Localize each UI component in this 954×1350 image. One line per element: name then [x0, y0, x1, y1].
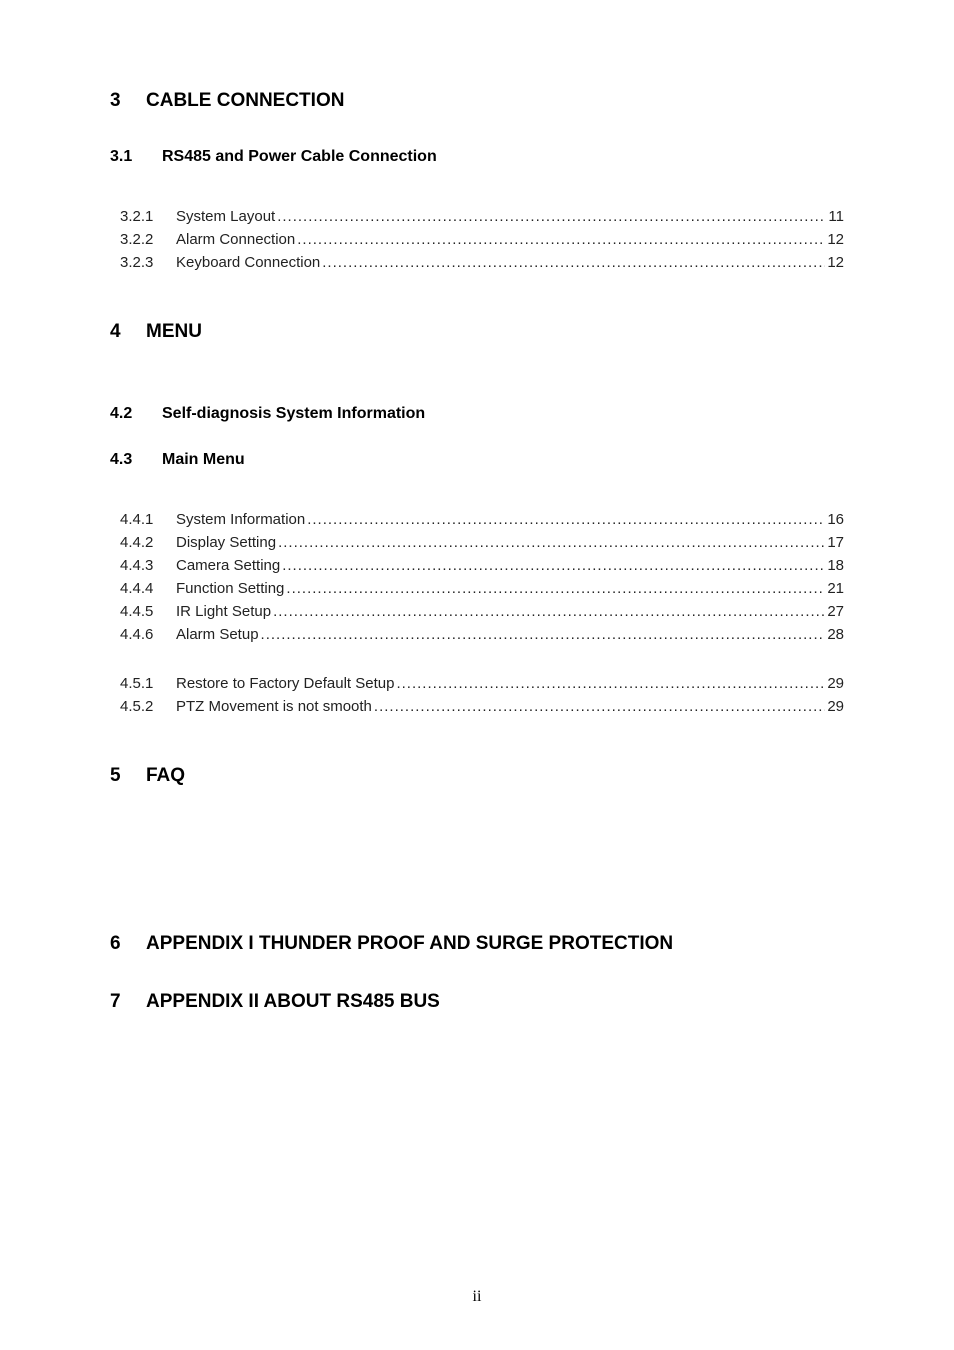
heading-4-2-title: Self-diagnosis System Information — [162, 405, 425, 423]
page-container: 3 CABLE CONNECTION 3.1 RS485 and Power C… — [0, 0, 954, 1350]
toc-entry: 4.4.1System Information 16 — [110, 511, 844, 528]
toc-entry-page: 12 — [825, 231, 844, 248]
toc-leader-dots — [278, 534, 825, 551]
spacer — [110, 194, 844, 208]
heading-3-num: 3 — [110, 90, 146, 112]
toc-leader-dots — [297, 231, 825, 248]
toc-entry-page: 27 — [825, 603, 844, 620]
toc-entry-title: IR Light Setup — [176, 603, 273, 620]
heading-6-num: 6 — [110, 933, 146, 955]
toc-entry-num: 4.4.4 — [110, 580, 176, 597]
heading-4-3-title: Main Menu — [162, 451, 245, 469]
toc-group-3-2: 3.2.1System Layout 11 3.2.2Alarm Connectio… — [110, 208, 844, 271]
toc-entry-page: 16 — [825, 511, 844, 528]
toc-entry-title: Restore to Factory Default Setup — [176, 675, 396, 692]
page-number-footer: ii — [0, 1288, 954, 1306]
heading-7-num: 7 — [110, 991, 146, 1013]
toc-entry-num: 4.5.2 — [110, 698, 176, 715]
heading-3-title: CABLE CONNECTION — [146, 90, 344, 112]
toc-entry-num: 3.2.2 — [110, 231, 176, 248]
spacer — [110, 721, 844, 765]
toc-leader-dots — [307, 511, 825, 528]
heading-7: 7 APPENDIX II ABOUT RS485 BUS — [110, 991, 844, 1013]
heading-6: 6 APPENDIX I THUNDER PROOF AND SURGE PRO… — [110, 933, 844, 955]
spacer — [110, 379, 844, 405]
toc-entry-title: Alarm Setup — [176, 626, 261, 643]
toc-leader-dots — [261, 626, 826, 643]
spacer — [110, 497, 844, 511]
toc-leader-dots — [273, 603, 825, 620]
heading-3-1: 3.1 RS485 and Power Cable Connection — [110, 148, 844, 166]
heading-4-2-num: 4.2 — [110, 405, 162, 423]
toc-entry-title: System Layout — [176, 208, 277, 225]
heading-4-3: 4.3 Main Menu — [110, 451, 844, 469]
heading-4-title: MENU — [146, 321, 202, 343]
heading-4: 4 MENU — [110, 321, 844, 343]
spacer — [110, 277, 844, 321]
spacer — [110, 649, 844, 675]
toc-entry-title: Keyboard Connection — [176, 254, 322, 271]
toc-entry-page: 18 — [825, 557, 844, 574]
toc-entry-num: 3.2.1 — [110, 208, 176, 225]
toc-entry-num: 4.4.5 — [110, 603, 176, 620]
toc-entry-num: 4.5.1 — [110, 675, 176, 692]
toc-leader-dots — [277, 208, 826, 225]
toc-entry-title: PTZ Movement is not smooth — [176, 698, 374, 715]
heading-6-title: APPENDIX I THUNDER PROOF AND SURGE PROTE… — [146, 933, 673, 955]
toc-entry-num: 4.4.1 — [110, 511, 176, 528]
toc-entry-title: Camera Setting — [176, 557, 282, 574]
toc-leader-dots — [322, 254, 825, 271]
toc-entry-page: 28 — [825, 626, 844, 643]
heading-3: 3 CABLE CONNECTION — [110, 90, 844, 112]
toc-entry-num: 4.4.2 — [110, 534, 176, 551]
toc-entry: 4.4.2Display Setting 17 — [110, 534, 844, 551]
page-number: ii — [473, 1288, 482, 1305]
toc-group-4-4: 4.4.1System Information 16 4.4.2Display Se… — [110, 511, 844, 643]
heading-5: 5 FAQ — [110, 765, 844, 787]
toc-entry: 4.5.1Restore to Factory Default Setup 29 — [110, 675, 844, 692]
toc-entry: 4.4.3Camera Setting 18 — [110, 557, 844, 574]
toc-leader-dots — [286, 580, 825, 597]
toc-entry-page: 29 — [825, 675, 844, 692]
heading-7-title: APPENDIX II ABOUT RS485 BUS — [146, 991, 440, 1013]
toc-entry-page: 21 — [825, 580, 844, 597]
toc-leader-dots — [374, 698, 825, 715]
toc-leader-dots — [396, 675, 825, 692]
toc-group-4-5: 4.5.1Restore to Factory Default Setup294… — [110, 675, 844, 715]
toc-entry: 4.5.2PTZ Movement is not smooth 29 — [110, 698, 844, 715]
toc-entry: 3.2.2Alarm Connection 12 — [110, 231, 844, 248]
toc-entry-page: 11 — [826, 208, 844, 225]
toc-entry-page: 12 — [825, 254, 844, 271]
toc-entry-num: 4.4.6 — [110, 626, 176, 643]
toc-entry: 4.4.6Alarm Setup 28 — [110, 626, 844, 643]
toc-entry-page: 17 — [825, 534, 844, 551]
toc-leader-dots — [282, 557, 825, 574]
toc-entry-title: System Information — [176, 511, 307, 528]
toc-entry-title: Function Setting — [176, 580, 286, 597]
toc-entry: 3.2.1System Layout 11 — [110, 208, 844, 225]
heading-5-num: 5 — [110, 765, 146, 787]
toc-entry: 3.2.3Keyboard Connection 12 — [110, 254, 844, 271]
toc-entry-title: Display Setting — [176, 534, 278, 551]
heading-4-num: 4 — [110, 321, 146, 343]
heading-3-1-num: 3.1 — [110, 148, 162, 166]
heading-5-title: FAQ — [146, 765, 185, 787]
toc-entry-page: 29 — [825, 698, 844, 715]
toc-entry-title: Alarm Connection — [176, 231, 297, 248]
heading-3-1-title: RS485 and Power Cable Connection — [162, 148, 437, 166]
spacer — [110, 823, 844, 933]
toc-entry: 4.4.5IR Light Setup 27 — [110, 603, 844, 620]
heading-4-2: 4.2 Self-diagnosis System Information — [110, 405, 844, 423]
toc-entry: 4.4.4Function Setting 21 — [110, 580, 844, 597]
toc-entry-num: 4.4.3 — [110, 557, 176, 574]
heading-4-3-num: 4.3 — [110, 451, 162, 469]
toc-entry-num: 3.2.3 — [110, 254, 176, 271]
